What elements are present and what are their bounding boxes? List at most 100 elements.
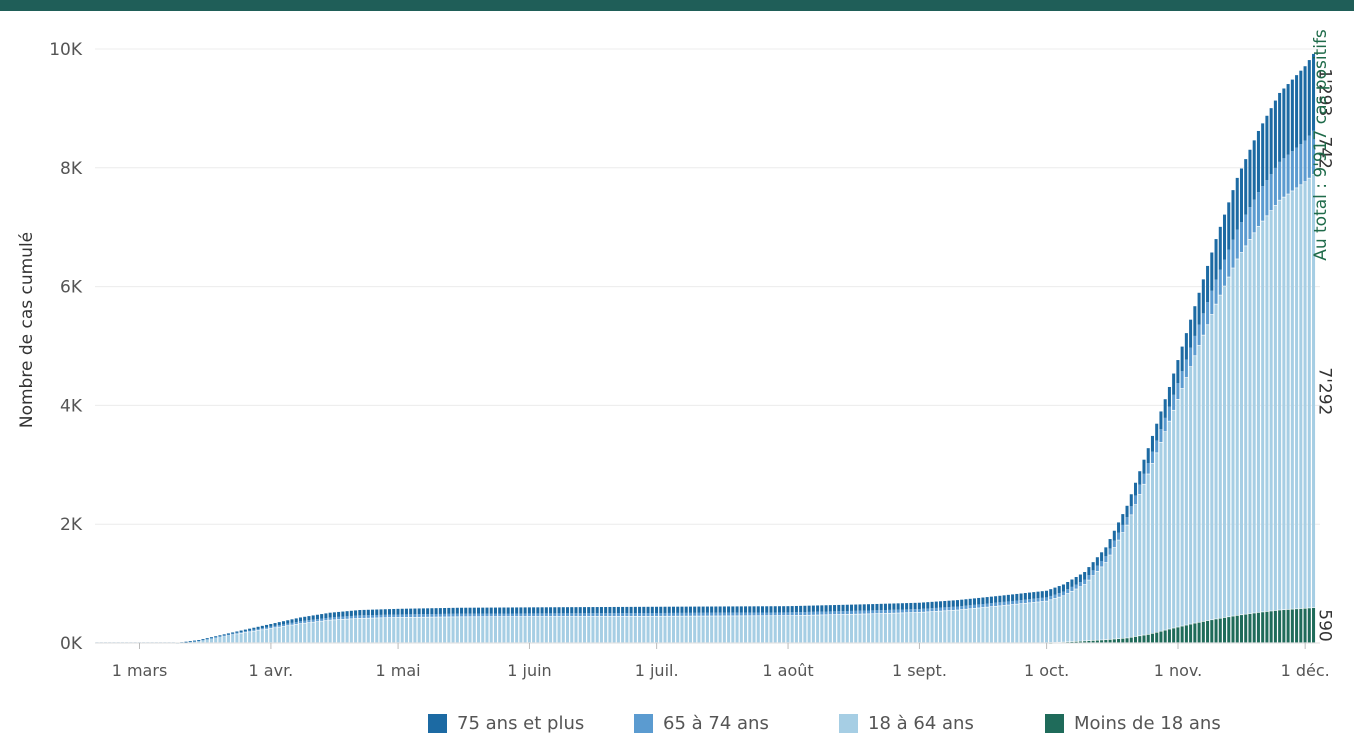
bar-segment — [680, 616, 684, 643]
bar-segment — [311, 615, 315, 620]
bar-segment — [1201, 621, 1205, 643]
bar-segment — [1011, 600, 1015, 605]
bar-segment — [587, 616, 591, 643]
bar-segment — [744, 606, 748, 613]
bar-segment — [248, 632, 252, 643]
bar-segment — [294, 618, 298, 623]
bar-segment — [862, 610, 866, 614]
bar-segment — [404, 617, 408, 643]
x-axis-ticks: 1 mars 1 avr. 1 mai 1 juin 1 juil. 1 août 1 se… — [112, 643, 1330, 680]
bar-segment — [718, 616, 722, 643]
bar-segment — [430, 614, 434, 617]
bar-segment — [773, 616, 777, 643]
bar-segment — [1129, 637, 1133, 643]
bar-segment — [345, 611, 349, 617]
bar-segment — [1248, 149, 1252, 208]
bar-segment — [277, 627, 281, 643]
bar-segment — [1061, 591, 1065, 596]
bar-segment — [799, 615, 803, 643]
bar-segment — [1028, 603, 1032, 643]
bar-segment — [294, 624, 298, 643]
bar-segment — [1121, 532, 1125, 639]
bar-segment — [820, 615, 824, 643]
bar-segment — [1129, 494, 1133, 507]
bar-segment — [1138, 471, 1142, 485]
bar-segment — [260, 625, 264, 629]
bar-segment — [697, 612, 701, 616]
bar-segment — [1239, 252, 1244, 615]
bar-segment — [1256, 192, 1260, 227]
bar-segment — [1100, 552, 1104, 561]
bar-segment — [290, 619, 294, 623]
bar-segment — [197, 640, 201, 641]
bar-segment — [417, 614, 421, 617]
bar-segment — [311, 619, 315, 622]
bar-segment — [472, 607, 476, 614]
bar-segment — [1299, 608, 1303, 643]
bar-segment — [1112, 547, 1116, 639]
bar-segment — [434, 608, 438, 614]
bar-segment — [977, 608, 981, 643]
bar-segment — [1290, 151, 1294, 191]
bar-segment — [803, 605, 807, 613]
bar-segment — [1006, 594, 1010, 602]
bar-segment — [1125, 525, 1129, 638]
bar-segment — [447, 607, 451, 614]
bar-segment — [777, 612, 781, 616]
bar-segment — [1091, 640, 1095, 643]
bar-segment — [905, 613, 909, 643]
bar-segment — [375, 614, 379, 618]
bar-segment — [777, 606, 781, 613]
bar-segment — [557, 616, 561, 643]
bar-segment — [871, 614, 875, 643]
y-tick-label: 0K — [60, 634, 83, 654]
bar-segment — [1011, 594, 1015, 601]
bar-segment — [866, 610, 870, 614]
bar-segment — [282, 626, 286, 643]
bar-segment — [277, 625, 281, 627]
bar-segment — [451, 617, 455, 643]
bar-segment — [943, 600, 947, 608]
bar-segment — [680, 612, 684, 616]
bar-segment — [939, 601, 943, 608]
bar-segment — [273, 623, 277, 626]
bar-segment — [1197, 292, 1201, 325]
bar-segment — [782, 615, 786, 643]
bar-segment — [307, 622, 311, 643]
bar-segment — [769, 606, 773, 613]
bar-segment — [476, 613, 481, 617]
bar-segment — [451, 607, 455, 614]
bar-segment — [981, 607, 985, 643]
bar-segment — [667, 616, 671, 643]
bar-segment — [735, 616, 739, 643]
bar-segment — [782, 606, 786, 613]
bar-segment — [387, 609, 392, 615]
bar-segment — [790, 615, 794, 643]
bar-segment — [1231, 268, 1235, 616]
bar-segment — [231, 633, 235, 635]
bar-segment — [727, 616, 731, 643]
legend-item: 18 à 64 ans — [839, 712, 974, 734]
bar-segment — [345, 616, 349, 619]
bar-segment — [727, 606, 731, 613]
value-labels: 590 7'292 742 1'293 — [1315, 68, 1335, 641]
bar-segment — [1189, 347, 1193, 367]
bar-segment — [1133, 482, 1138, 496]
bar-segment — [917, 612, 921, 643]
bar-segment — [786, 612, 790, 616]
bar-segment — [1265, 180, 1269, 216]
bar-segment — [714, 612, 718, 616]
legend-label: 18 à 64 ans — [868, 712, 974, 734]
bar-segment — [769, 616, 773, 643]
bar-segment — [379, 609, 383, 615]
bar-segment — [1189, 366, 1193, 624]
bar-segment — [799, 612, 803, 616]
legend-item: 75 ans et plus — [428, 712, 584, 734]
bar-segment — [655, 606, 659, 614]
bar-segment — [273, 628, 277, 643]
bar-segment — [629, 616, 633, 643]
bar-segment — [218, 636, 222, 637]
bar-segment — [1303, 608, 1307, 643]
bar-segment — [854, 614, 858, 643]
bar-segment — [985, 597, 989, 604]
